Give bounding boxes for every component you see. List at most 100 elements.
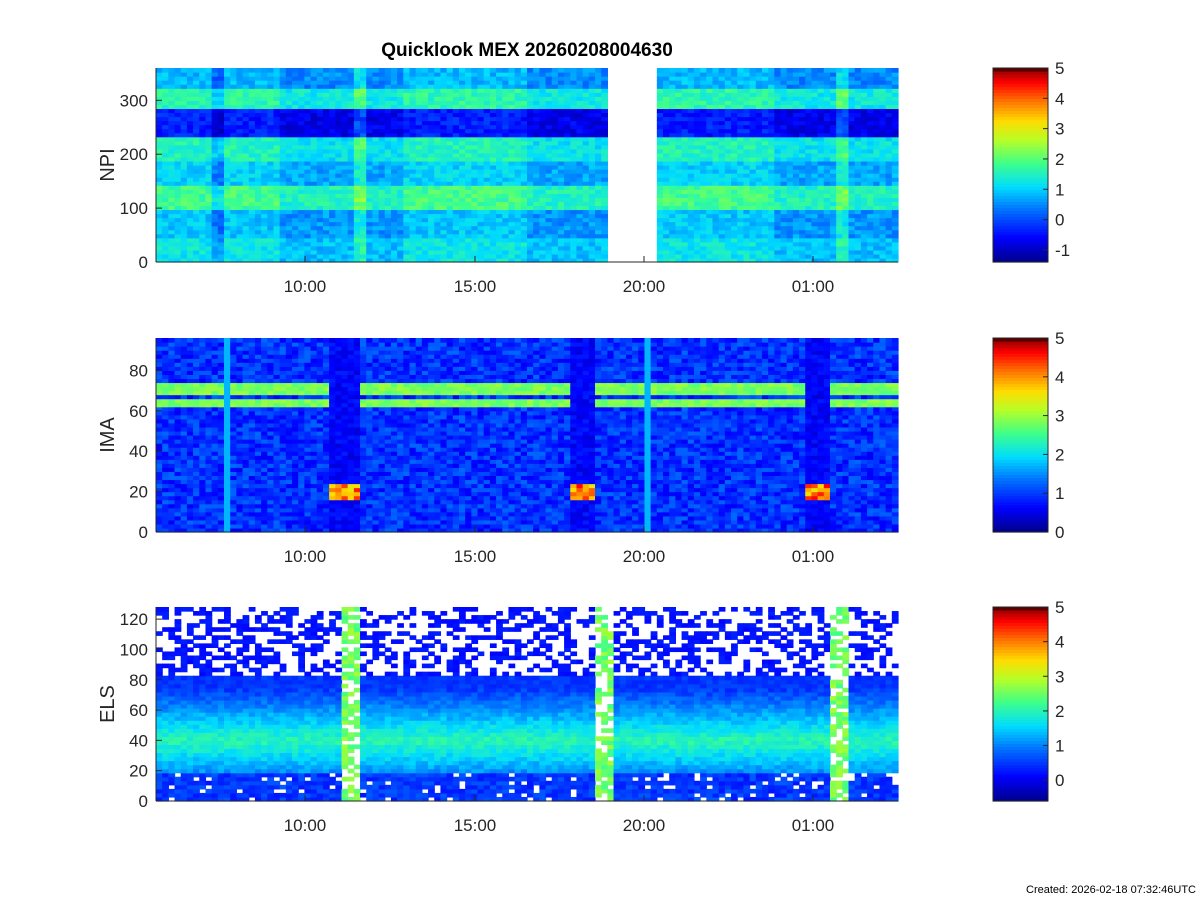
heat-cell bbox=[663, 253, 670, 259]
heat-cell bbox=[248, 165, 256, 170]
heat-cell bbox=[298, 84, 305, 89]
heat-cell bbox=[403, 173, 411, 178]
heat-cell bbox=[199, 156, 207, 162]
heat-cell bbox=[242, 213, 250, 219]
heat-cell bbox=[261, 189, 268, 194]
heat-cell bbox=[724, 72, 732, 77]
heat-cell bbox=[576, 76, 584, 81]
heat-cell bbox=[656, 233, 664, 239]
heat-cell bbox=[261, 144, 268, 150]
heat-cell bbox=[477, 96, 485, 101]
heat-cell bbox=[415, 225, 423, 231]
heat-cell bbox=[224, 92, 231, 97]
heat-cell bbox=[335, 92, 343, 97]
heat-cell bbox=[743, 189, 751, 194]
heat-cell bbox=[489, 112, 497, 118]
heat-cell bbox=[304, 197, 312, 202]
heat-cell bbox=[378, 96, 386, 101]
heat-cell bbox=[737, 112, 745, 118]
heat-cell bbox=[384, 104, 392, 110]
heat-cell bbox=[477, 201, 485, 207]
heat-cell bbox=[360, 120, 367, 126]
heat-cell bbox=[477, 197, 485, 202]
heat-cell bbox=[557, 253, 565, 259]
heat-cell bbox=[168, 76, 176, 81]
heat-cell bbox=[224, 249, 231, 255]
heat-cell bbox=[471, 229, 479, 235]
heat-cell bbox=[811, 197, 819, 202]
heat-cell bbox=[564, 84, 571, 89]
heat-cell bbox=[588, 165, 596, 170]
heat-cell bbox=[186, 201, 194, 207]
heat-cell bbox=[836, 213, 843, 219]
heat-cell bbox=[409, 112, 417, 118]
heat-cell bbox=[292, 241, 299, 247]
heat-cell bbox=[242, 169, 250, 174]
heat-cell bbox=[273, 68, 281, 73]
heat-cell bbox=[780, 169, 788, 174]
heat-cell bbox=[211, 120, 219, 126]
heat-cell bbox=[817, 169, 825, 174]
heat-cell bbox=[360, 237, 367, 243]
heat-cell bbox=[527, 68, 534, 73]
heat-cell bbox=[415, 140, 423, 146]
heat-cell bbox=[570, 201, 578, 207]
heat-cell bbox=[817, 88, 825, 93]
heat-cell bbox=[483, 80, 491, 85]
heat-cell bbox=[687, 189, 695, 194]
heat-cell bbox=[595, 76, 602, 81]
heat-cell bbox=[186, 88, 194, 93]
heat-cell bbox=[712, 173, 720, 178]
heat-cell bbox=[384, 76, 392, 81]
heat-cell bbox=[224, 253, 231, 259]
heat-cell bbox=[718, 177, 726, 182]
heat-cell bbox=[248, 116, 256, 122]
heat-cell bbox=[335, 217, 343, 223]
heat-cell bbox=[768, 140, 775, 146]
heat-cell bbox=[533, 152, 540, 158]
heat-cell bbox=[663, 173, 670, 178]
heat-cell bbox=[663, 152, 670, 158]
heat-cell bbox=[384, 152, 392, 158]
heat-cell bbox=[527, 76, 534, 81]
heat-cell bbox=[737, 169, 745, 174]
heat-cell bbox=[261, 68, 268, 73]
heat-cell bbox=[823, 237, 831, 243]
heat-cell bbox=[656, 173, 664, 178]
heat-cell bbox=[842, 112, 850, 118]
heat-cell bbox=[205, 128, 213, 134]
heat-cell bbox=[656, 169, 664, 174]
heat-cell bbox=[254, 88, 262, 93]
heat-cell bbox=[298, 100, 305, 105]
heat-cell bbox=[539, 253, 547, 259]
heat-cell bbox=[236, 201, 244, 207]
heat-cell bbox=[322, 197, 330, 202]
heat-cell bbox=[471, 116, 479, 122]
heat-cell bbox=[193, 213, 200, 219]
heat-cell bbox=[248, 124, 256, 130]
heat-cell bbox=[595, 80, 602, 85]
heat-cell bbox=[768, 144, 775, 150]
heat-cell bbox=[279, 100, 287, 105]
heat-cell bbox=[669, 72, 676, 77]
heat-cell bbox=[224, 173, 231, 178]
heat-cell bbox=[570, 205, 578, 211]
heat-cell bbox=[780, 92, 788, 97]
heat-cell bbox=[533, 209, 540, 215]
heat-cell bbox=[446, 80, 454, 85]
heat-cell bbox=[273, 148, 281, 154]
heat-cell bbox=[663, 205, 670, 211]
heat-cell bbox=[477, 229, 485, 235]
heat-cell bbox=[687, 237, 695, 243]
heat-cell bbox=[452, 120, 460, 126]
heat-cell bbox=[533, 80, 540, 85]
heat-cell bbox=[193, 201, 200, 207]
heat-cell bbox=[780, 156, 788, 162]
heat-cell bbox=[817, 237, 825, 243]
heat-cell bbox=[440, 209, 448, 215]
heat-cell bbox=[508, 68, 516, 73]
heat-cell bbox=[471, 237, 479, 243]
heat-cell bbox=[533, 253, 540, 259]
heat-cell bbox=[446, 152, 454, 158]
heat-cell bbox=[755, 229, 763, 235]
